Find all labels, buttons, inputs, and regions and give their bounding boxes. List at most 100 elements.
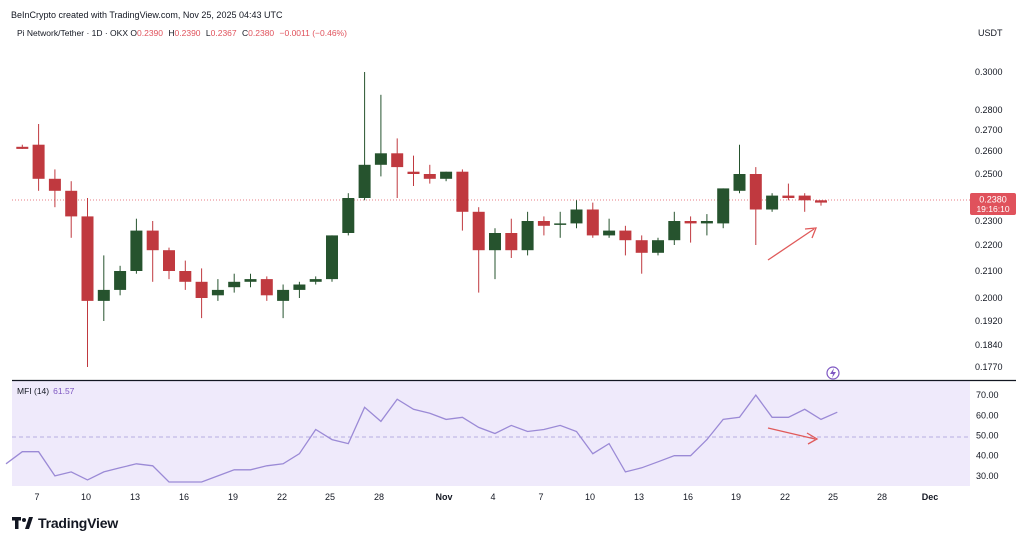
time-tick-label: 19: [228, 492, 238, 502]
candle: [554, 211, 567, 238]
candle: [244, 273, 257, 288]
time-tick-label: 25: [325, 492, 335, 502]
candle: [260, 276, 273, 301]
candle: [228, 273, 241, 293]
currency-label[interactable]: USDT: [978, 28, 1003, 38]
candle-body: [65, 190, 78, 217]
time-tick-label: 22: [780, 492, 790, 502]
candle-body: [391, 153, 404, 168]
candle: [652, 237, 664, 256]
candle: [619, 225, 632, 256]
candle: [603, 218, 616, 238]
candle-body: [163, 250, 175, 271]
time-tick-label: 13: [130, 492, 140, 502]
time-tick-label: 19: [731, 492, 741, 502]
candle: [342, 193, 355, 236]
candle: [537, 216, 550, 236]
candle: [391, 138, 404, 198]
candle-body: [48, 178, 61, 191]
candle-body: [537, 221, 550, 226]
candle-body: [342, 198, 355, 233]
last-price-value: 0.2380: [979, 195, 1007, 205]
candle-body: [407, 171, 420, 174]
symbol-name[interactable]: Pi Network/Tether · 1D · OKX: [17, 28, 129, 38]
time-tick-label: Nov: [435, 492, 452, 502]
candle: [700, 214, 713, 236]
candle: [586, 202, 599, 238]
candle: [766, 193, 779, 212]
price-tick-label: 0.2700: [975, 125, 1003, 135]
candle-body: [668, 221, 681, 241]
candle-body: [489, 233, 501, 251]
mfi-tick-label: 60.00: [976, 410, 999, 420]
candle: [358, 72, 371, 201]
candle-body: [81, 216, 94, 301]
mfi-trend-arrow: [767, 427, 819, 445]
tradingview-wordmark: TradingView: [38, 515, 119, 531]
last-price-tag: 0.2380 19:16:10: [970, 193, 1016, 215]
mfi-value: 61.57: [53, 386, 75, 396]
price-tick-label: 0.1840: [975, 340, 1003, 350]
price-tick-label: 0.2800: [975, 105, 1003, 115]
mfi-pane: [5, 394, 838, 483]
candle: [423, 164, 436, 184]
mfi-tick-label: 40.00: [976, 451, 999, 461]
candle: [146, 221, 159, 282]
time-tick-label: 10: [81, 492, 91, 502]
price-tick-label: 0.2000: [975, 293, 1003, 303]
candle-body: [260, 279, 273, 296]
candle: [114, 265, 127, 296]
candle-body: [521, 221, 534, 251]
candle-body: [32, 144, 45, 179]
candle: [130, 218, 143, 274]
candle: [407, 155, 420, 186]
candle-body: [228, 281, 241, 288]
candle: [717, 188, 730, 229]
candle: [456, 169, 469, 231]
time-tick-label: 25: [828, 492, 838, 502]
candle-body: [635, 240, 648, 253]
candle-body: [554, 223, 567, 225]
lightning-icon[interactable]: [826, 366, 840, 380]
candle-body: [195, 281, 208, 298]
mfi-line: [5, 394, 838, 483]
price-tick-label: 0.2500: [975, 169, 1003, 179]
candle: [81, 198, 94, 367]
candle: [163, 247, 175, 280]
candle-body: [358, 164, 371, 198]
candle-body: [815, 200, 827, 203]
candle: [211, 279, 224, 301]
candle: [505, 218, 518, 258]
low-label: L: [205, 28, 211, 38]
candle: [521, 211, 534, 256]
candle: [32, 124, 45, 191]
close-label: C: [242, 28, 249, 38]
candle-body: [179, 271, 192, 282]
candle-body: [440, 171, 453, 179]
candle-body: [733, 174, 746, 191]
tradingview-logo: TradingView: [12, 515, 118, 531]
candles: [16, 72, 827, 367]
candle: [374, 94, 387, 177]
candle-body: [505, 233, 518, 251]
time-axis[interactable]: 7 10 13 16 19 22 25 28 Nov 4 7 10 13 16 19 22 25 28 Dec: [34, 492, 938, 502]
candle-body: [423, 174, 436, 179]
candle-body: [244, 279, 257, 282]
low-value: 0.2367: [210, 28, 237, 38]
candle-body: [684, 221, 697, 224]
price-chart[interactable]: 0.30000.28000.27000.26000.25000.24000.23…: [0, 0, 1024, 510]
candle: [179, 260, 192, 290]
mfi-label[interactable]: MFI (14): [17, 386, 50, 396]
candle-body: [652, 240, 664, 253]
candle-body: [766, 195, 779, 210]
mfi-axis[interactable]: 70.00 60.00 50.00 40.00 30.00: [976, 390, 999, 481]
candle: [798, 193, 811, 212]
mfi-legend: MFI (14) 61.57: [17, 386, 74, 396]
high-value: 0.2390: [174, 28, 201, 38]
candle-body: [619, 230, 632, 241]
close-value: 0.2380: [248, 28, 275, 38]
price-tick-label: 0.2100: [975, 266, 1003, 276]
price-axis[interactable]: 0.30000.28000.27000.26000.25000.24000.23…: [975, 67, 1003, 372]
candle-body: [472, 211, 485, 251]
candle-body: [293, 284, 306, 290]
